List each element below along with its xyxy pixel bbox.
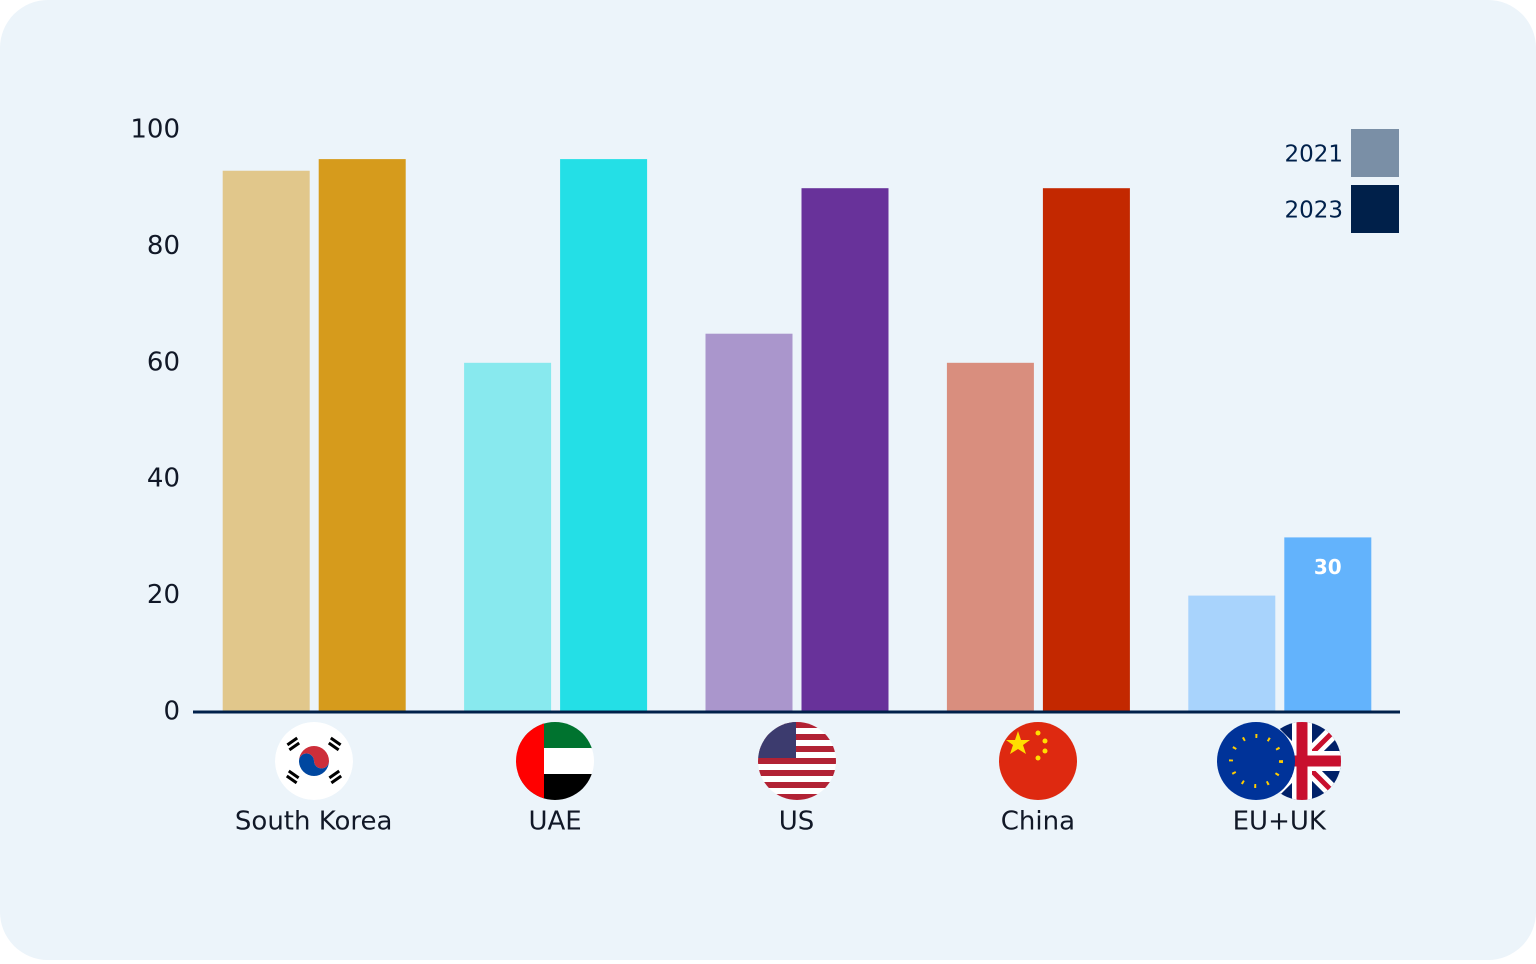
bar — [705, 333, 793, 712]
legend-label: 2023 — [1284, 198, 1343, 224]
x-tick-label: UAE — [528, 807, 581, 837]
y-tick-label: 60 — [147, 347, 180, 377]
bar — [1042, 188, 1130, 712]
legend-swatch — [1351, 129, 1399, 177]
bar — [560, 159, 648, 713]
bar — [946, 362, 1034, 712]
y-tick-label: 0 — [163, 697, 180, 727]
y-tick-label: 20 — [147, 580, 180, 610]
flag-south-korea — [275, 722, 353, 800]
bar — [1284, 537, 1372, 712]
flag-eu — [1217, 722, 1295, 800]
y-tick-label: 80 — [147, 231, 180, 261]
x-tick-label: EU+UK — [1233, 807, 1327, 837]
bar — [222, 170, 310, 713]
flag-china — [999, 722, 1077, 800]
y-tick-label: 100 — [130, 115, 180, 145]
bar — [464, 362, 552, 712]
legend-label: 2021 — [1284, 142, 1343, 168]
value-label: 30 — [1314, 555, 1342, 579]
x-tick-label: US — [779, 807, 815, 837]
x-tick-label: China — [1001, 807, 1075, 837]
bar — [318, 159, 406, 713]
bar — [801, 188, 889, 712]
bar — [1188, 595, 1276, 712]
y-tick-label: 40 — [147, 464, 180, 494]
legend-swatch — [1351, 185, 1399, 233]
x-tick-label: South Korea — [235, 807, 393, 837]
